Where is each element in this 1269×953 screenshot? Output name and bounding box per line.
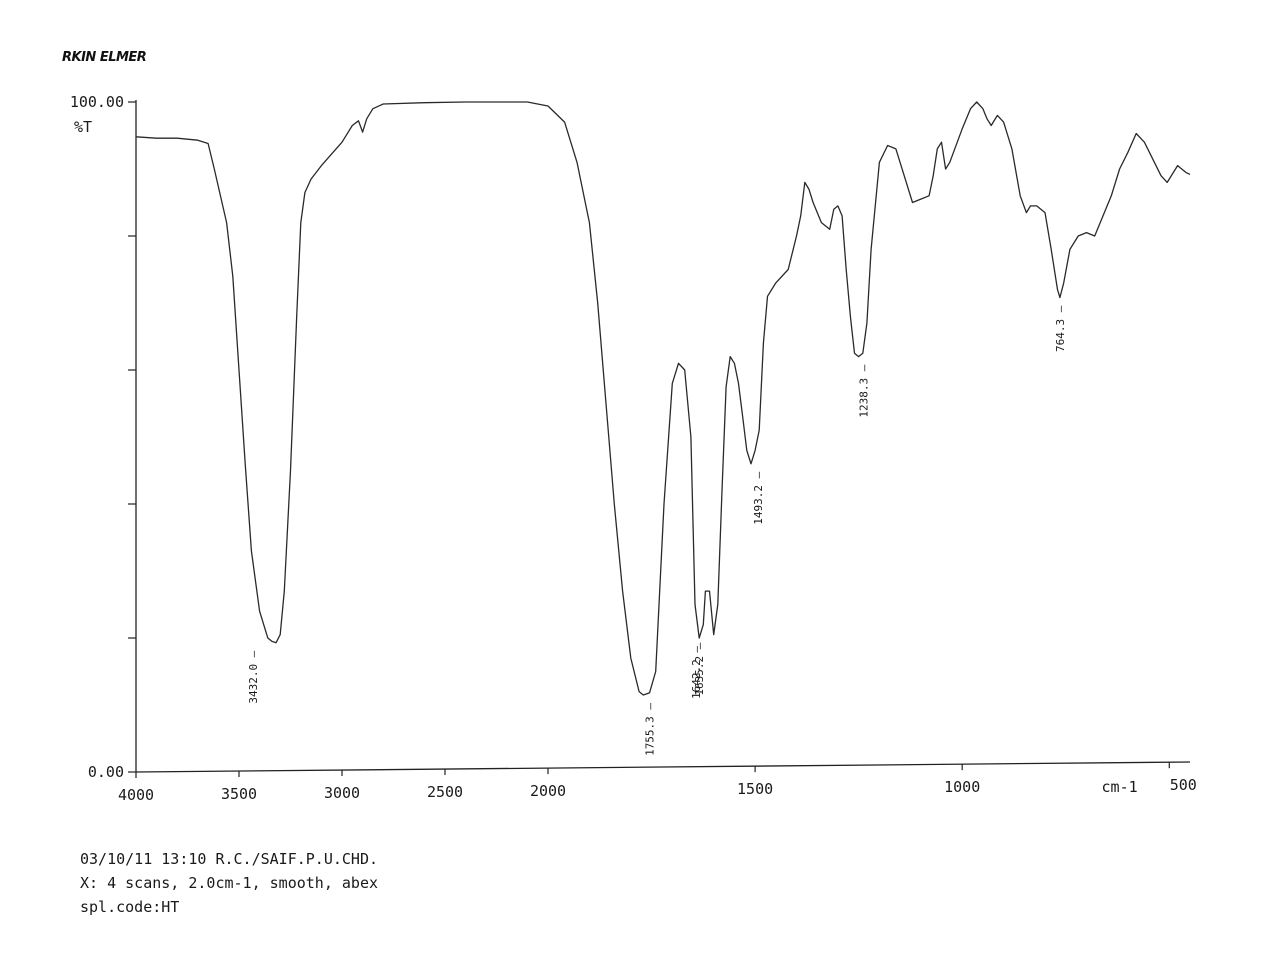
peak-annotation-6: 764.3 — [1054,305,1067,352]
x-tick-label-4000: 4000 [118,786,154,804]
series-line-0 [135,101,1191,696]
peak-annotation-4: 1493.2 — [752,471,765,524]
peak-label-5: 1238.3 — [857,364,870,417]
x-tick-label-2500: 2500 [427,783,463,801]
peak-label-3: 1635.2 — [693,642,706,695]
footer-line-1: 03/10/11 13:10 R.C./SAIF.P.U.CHD. [80,850,379,868]
chart-series [135,101,1191,696]
y-tick-label-100: 100.00 [70,93,124,111]
footer-line-2: X: 4 scans, 2.0cm-1, smooth, abex [80,874,379,892]
peak-label-4: 1493.2 — [752,471,765,524]
x-tick-label-3500: 3500 [221,785,257,803]
peak-annotation-3: 1635.2 — [693,642,706,695]
y-axis-label: %T [74,118,92,136]
chart-ticks: 4000 3500 3000 2500 2000 1500 1000 500 0.00 100.0… [70,93,1197,804]
peak-label-2: 1642.2 — [690,646,703,699]
peak-annotation-5: 1238.3 — [857,364,870,417]
chart-axes [135,100,1191,773]
x-axis-line [135,761,1191,773]
peak-annotation-0: 3432.0 — [247,650,260,703]
y-tick-label-0: 0.00 [88,763,124,781]
x-tick-label-2000: 2000 [530,782,566,800]
x-axis-label: cm-1 [1102,778,1138,796]
x-tick-label-3000: 3000 [324,784,360,802]
chart-annotations: 3432.0 — 1755.3 — 1642.2 —1635.2 — 1493.2 —… [247,305,1067,756]
x-tick-label-500: 500 [1170,776,1197,794]
peak-annotation-1: 1755.3 — [643,703,656,756]
peak-annotation-2: 1642.2 — [690,646,703,699]
peak-label-0: 3432.0 — [247,650,260,703]
peak-label-1: 1755.3 — [643,703,656,756]
brand-logo: RKIN ELMER [62,50,147,65]
footer-line-3: spl.code:HT [80,898,180,916]
x-tick-label-1000: 1000 [944,778,980,796]
x-tick-label-1500: 1500 [737,780,773,798]
peak-label-6: 764.3 — [1054,305,1067,352]
